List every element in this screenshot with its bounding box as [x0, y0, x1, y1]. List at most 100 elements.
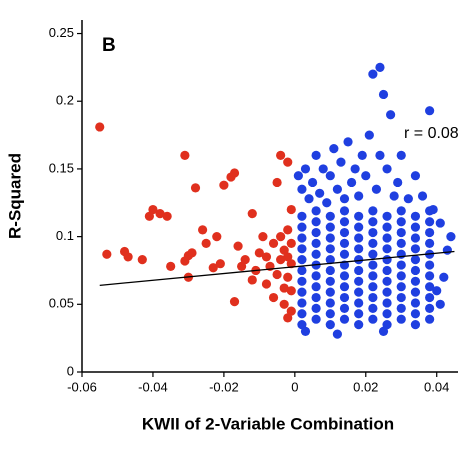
point [311, 303, 321, 313]
point [410, 265, 421, 276]
point [276, 255, 286, 265]
x-tick-label: -0.04 [138, 379, 168, 394]
point [396, 303, 406, 313]
point [325, 276, 335, 286]
point [297, 184, 307, 194]
point [325, 320, 335, 330]
point [410, 233, 421, 243]
point [442, 245, 452, 255]
point [368, 69, 378, 79]
point [428, 204, 438, 215]
point [339, 282, 350, 292]
point [219, 180, 229, 190]
point [123, 252, 133, 262]
point [425, 314, 435, 324]
point [268, 238, 279, 248]
point [311, 227, 321, 238]
point [325, 171, 335, 181]
point [339, 314, 350, 324]
point [403, 194, 413, 204]
point [354, 255, 364, 265]
point [435, 299, 445, 309]
point [389, 191, 399, 201]
point [382, 309, 392, 319]
point [396, 227, 406, 238]
point [102, 249, 112, 259]
point [339, 303, 350, 313]
point [325, 222, 335, 232]
point [393, 177, 403, 188]
point [283, 313, 293, 323]
point [325, 309, 335, 319]
point [425, 238, 435, 248]
point [307, 177, 318, 188]
point [339, 292, 350, 303]
point [297, 298, 307, 308]
point [247, 209, 257, 219]
x-tick-label: -0.02 [209, 379, 239, 394]
point [272, 269, 282, 280]
point [354, 309, 364, 319]
point [346, 177, 357, 188]
point [276, 150, 286, 160]
point [368, 314, 378, 324]
point [410, 287, 421, 297]
point [354, 276, 364, 286]
point [208, 263, 218, 273]
point [382, 265, 392, 276]
point [272, 177, 282, 188]
point [361, 171, 371, 181]
point [425, 303, 435, 313]
point [283, 225, 293, 235]
point [339, 238, 350, 248]
point [304, 194, 314, 204]
point [297, 233, 307, 243]
point [258, 232, 268, 242]
point [268, 292, 279, 303]
point [396, 271, 406, 281]
point [425, 106, 435, 116]
point [148, 204, 158, 215]
point [357, 150, 367, 160]
point [318, 164, 328, 174]
point [339, 217, 350, 227]
point [229, 297, 240, 307]
point [350, 164, 360, 174]
point [371, 184, 382, 194]
point [382, 298, 392, 308]
point [311, 238, 321, 248]
point [368, 238, 378, 248]
point [396, 292, 406, 303]
point [432, 286, 442, 296]
point [396, 282, 406, 292]
point [410, 171, 421, 181]
point [297, 276, 307, 286]
point [198, 225, 208, 235]
point [354, 287, 364, 297]
point [368, 292, 378, 303]
point [339, 249, 350, 259]
point [325, 287, 335, 297]
point [425, 227, 435, 238]
y-tick-label: 0.1 [56, 228, 74, 243]
point [417, 191, 428, 201]
point [396, 150, 406, 160]
point [343, 137, 353, 147]
point [410, 211, 421, 221]
point [368, 249, 378, 259]
point [162, 211, 172, 221]
point [396, 314, 406, 324]
point [286, 259, 296, 269]
point [332, 184, 342, 194]
point [283, 272, 293, 282]
point [297, 265, 307, 276]
point [378, 326, 389, 336]
point [339, 206, 350, 216]
point [279, 299, 289, 309]
point [382, 164, 392, 174]
point [339, 194, 350, 204]
point [368, 206, 378, 216]
point [254, 248, 264, 258]
point [190, 183, 201, 193]
panel-label: B [102, 35, 116, 56]
